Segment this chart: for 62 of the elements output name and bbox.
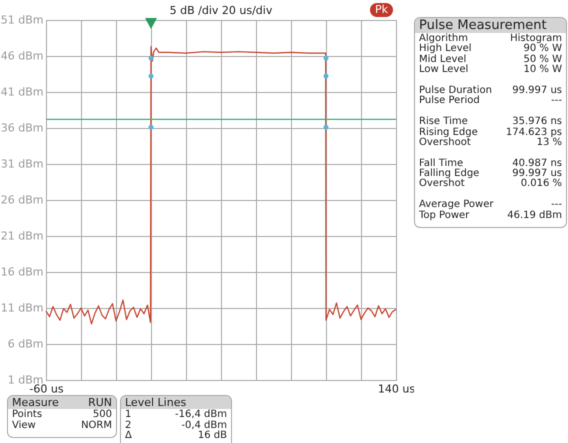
y-tick-label: 51 dBm xyxy=(0,14,44,26)
category-label: Falling Edge xyxy=(419,168,480,180)
text: 500 xyxy=(92,409,112,420)
point xyxy=(148,74,154,79)
category-label: View xyxy=(12,420,36,431)
point xyxy=(148,124,154,130)
text: 99.997 us xyxy=(512,84,562,96)
category-label: Rising Edge xyxy=(419,126,478,138)
category-label: Average Power xyxy=(419,199,494,210)
text: -16,4 dBm xyxy=(174,409,227,420)
text: 50 % W xyxy=(524,54,562,65)
text: 10 % W xyxy=(524,64,562,76)
category-label: Pulse Period xyxy=(419,95,480,107)
category-label: Algorithm xyxy=(419,33,468,44)
text: Pulse Measurement xyxy=(419,18,547,33)
point xyxy=(324,124,328,130)
y-tick-label: 16 dBm xyxy=(0,266,44,278)
line-series xyxy=(45,46,397,324)
text: 0.016 % xyxy=(520,178,562,190)
text: --- xyxy=(551,199,562,210)
text: 16 dB xyxy=(198,430,227,441)
category-label: Overshot xyxy=(419,178,465,190)
text: -0,4 dBm xyxy=(181,420,227,430)
y-tick-label: 36 dBm xyxy=(0,122,44,134)
y-tick-label: 6 dBm xyxy=(8,338,44,350)
y-tick-label: 41 dBm xyxy=(0,86,44,98)
text: Measure xyxy=(12,396,59,409)
category-label: Pulse Duration xyxy=(419,84,492,96)
text: Pk xyxy=(370,3,394,17)
text: --- xyxy=(551,95,562,106)
y-tick-label: 31 dBm xyxy=(0,158,44,170)
text: 13 % xyxy=(536,136,562,148)
category-label: Points xyxy=(12,409,42,420)
category-label: Top Power xyxy=(419,210,470,222)
text: 174.623 ps xyxy=(506,126,562,138)
category-label: Mid Level xyxy=(419,54,466,65)
y-tick-label: 11 dBm xyxy=(0,302,44,314)
text: 35.976 ns xyxy=(512,116,562,128)
y-tick-label: 46 dBm xyxy=(0,50,44,62)
text: Level Lines xyxy=(125,396,186,409)
y-tick-label: 21 dBm xyxy=(0,230,44,242)
text: NORM xyxy=(81,420,112,430)
category-label: Fall Time xyxy=(419,158,464,169)
category-label: 1 xyxy=(125,409,132,420)
text: 99.997 us xyxy=(512,168,562,180)
point xyxy=(148,56,154,61)
chart-subtitle: 5 dB /div 20 us/div xyxy=(168,4,274,17)
category-label: Δ xyxy=(125,430,132,442)
text: 90 % W xyxy=(524,43,562,54)
point xyxy=(324,56,328,61)
category-label: Overshoot xyxy=(419,136,471,148)
category-label: High Level xyxy=(419,43,472,54)
category-label: Low Level xyxy=(419,64,468,76)
y-tick-label: 26 dBm xyxy=(0,194,44,206)
x-tick-label: -60 us xyxy=(29,382,64,396)
category-label: Rise Time xyxy=(419,116,468,128)
text: RUN xyxy=(88,396,112,409)
text: Histogram xyxy=(510,33,562,44)
category-label: 2 xyxy=(125,420,132,430)
point xyxy=(324,74,328,79)
text: 46.19 dBm xyxy=(507,210,562,221)
text: 40.987 ns xyxy=(512,158,562,169)
